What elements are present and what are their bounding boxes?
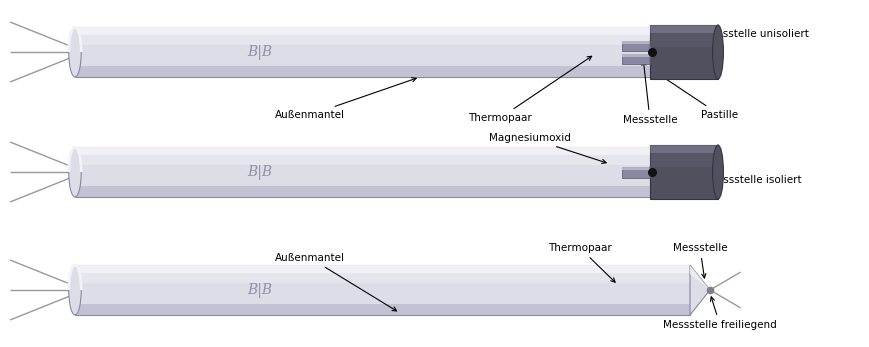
- Ellipse shape: [712, 145, 722, 199]
- Polygon shape: [649, 41, 651, 52]
- Bar: [75, 265, 689, 315]
- Bar: [622, 53, 649, 64]
- Bar: [75, 265, 689, 272]
- Bar: [622, 41, 649, 51]
- Bar: [75, 27, 649, 34]
- Bar: [649, 33, 717, 46]
- Text: B|B: B|B: [247, 164, 272, 179]
- Bar: [75, 272, 689, 282]
- Bar: [622, 41, 649, 44]
- Bar: [75, 34, 649, 44]
- Polygon shape: [689, 265, 709, 315]
- Text: B|B: B|B: [247, 44, 272, 59]
- Text: Außenmantel: Außenmantel: [275, 78, 415, 120]
- Bar: [622, 53, 649, 57]
- Bar: [649, 145, 717, 199]
- Ellipse shape: [69, 265, 81, 315]
- Bar: [75, 27, 649, 77]
- Bar: [75, 66, 649, 77]
- Bar: [75, 154, 649, 164]
- Bar: [622, 167, 649, 170]
- Bar: [649, 145, 717, 153]
- Bar: [649, 25, 717, 33]
- Text: Pastille: Pastille: [651, 69, 738, 120]
- Text: Magnesiumoxid: Magnesiumoxid: [488, 133, 606, 163]
- Text: Messstelle: Messstelle: [622, 61, 677, 125]
- Text: Messstelle unisoliert: Messstelle unisoliert: [655, 29, 807, 53]
- Text: Thermopaar: Thermopaar: [468, 56, 591, 123]
- Ellipse shape: [712, 25, 722, 79]
- Bar: [649, 25, 717, 79]
- Ellipse shape: [69, 27, 81, 77]
- Ellipse shape: [69, 147, 81, 197]
- Polygon shape: [649, 167, 651, 178]
- Bar: [75, 147, 649, 154]
- Text: Thermopaar: Thermopaar: [547, 243, 614, 282]
- Bar: [649, 153, 717, 167]
- Polygon shape: [689, 265, 709, 290]
- Text: Messstelle freiliegend: Messstelle freiliegend: [662, 297, 776, 330]
- Polygon shape: [649, 52, 651, 64]
- Text: Messstelle isoliert: Messstelle isoliert: [655, 171, 801, 185]
- Text: Außenmantel: Außenmantel: [275, 253, 396, 311]
- Bar: [75, 304, 689, 315]
- Text: B|B: B|B: [247, 282, 272, 297]
- Bar: [622, 167, 649, 178]
- Bar: [75, 186, 649, 197]
- Text: Messstelle: Messstelle: [672, 243, 726, 278]
- Bar: [75, 147, 649, 197]
